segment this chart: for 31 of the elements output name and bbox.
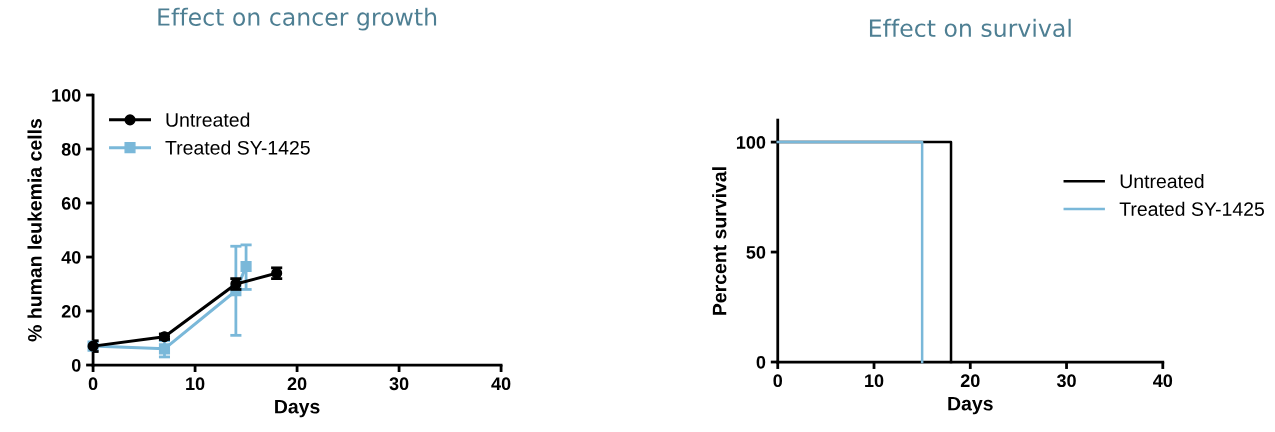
chart-title: Effect on survival bbox=[869, 18, 1071, 38]
legend-label: Treated SY-1425 bbox=[165, 140, 310, 155]
legend-label: Untreated bbox=[166, 112, 250, 127]
x-tick-label: 0 bbox=[88, 377, 98, 391]
x-axis-title: Days bbox=[275, 399, 320, 418]
x-tick-label: 10 bbox=[186, 377, 205, 391]
y-tick-label: 100 bbox=[736, 136, 766, 149]
y-tick-label: 20 bbox=[61, 304, 81, 318]
y-tick-label: 40 bbox=[61, 250, 81, 264]
y-tick-label: 0 bbox=[756, 355, 766, 369]
y-tick-label: 0 bbox=[71, 358, 81, 372]
x-tick-label: 30 bbox=[1056, 374, 1076, 388]
y-axis-title: % human leukemia cells bbox=[27, 118, 42, 342]
legend-label: Untreated bbox=[1120, 173, 1204, 189]
x-tick-label: 20 bbox=[287, 377, 307, 391]
chart-title: Effect on cancer growth bbox=[158, 7, 437, 31]
x-tick-label: 30 bbox=[389, 377, 409, 391]
x-axis-title: Days bbox=[948, 396, 993, 415]
y-axis-title: Percent survival bbox=[712, 167, 727, 315]
x-tick-label: 0 bbox=[773, 374, 783, 388]
y-tick-label: 50 bbox=[746, 245, 766, 259]
x-tick-label: 20 bbox=[960, 374, 980, 388]
legend-label: Treated SY-1425 bbox=[1119, 201, 1264, 217]
x-tick-label: 40 bbox=[1153, 374, 1173, 388]
point bbox=[240, 260, 252, 273]
x-tick-label: 10 bbox=[865, 374, 884, 388]
point bbox=[158, 343, 171, 355]
y-tick-label: 100 bbox=[52, 88, 81, 102]
x-tick-label: 40 bbox=[491, 377, 511, 391]
y-tick-label: 60 bbox=[61, 196, 81, 210]
y-tick-label: 80 bbox=[61, 142, 81, 156]
